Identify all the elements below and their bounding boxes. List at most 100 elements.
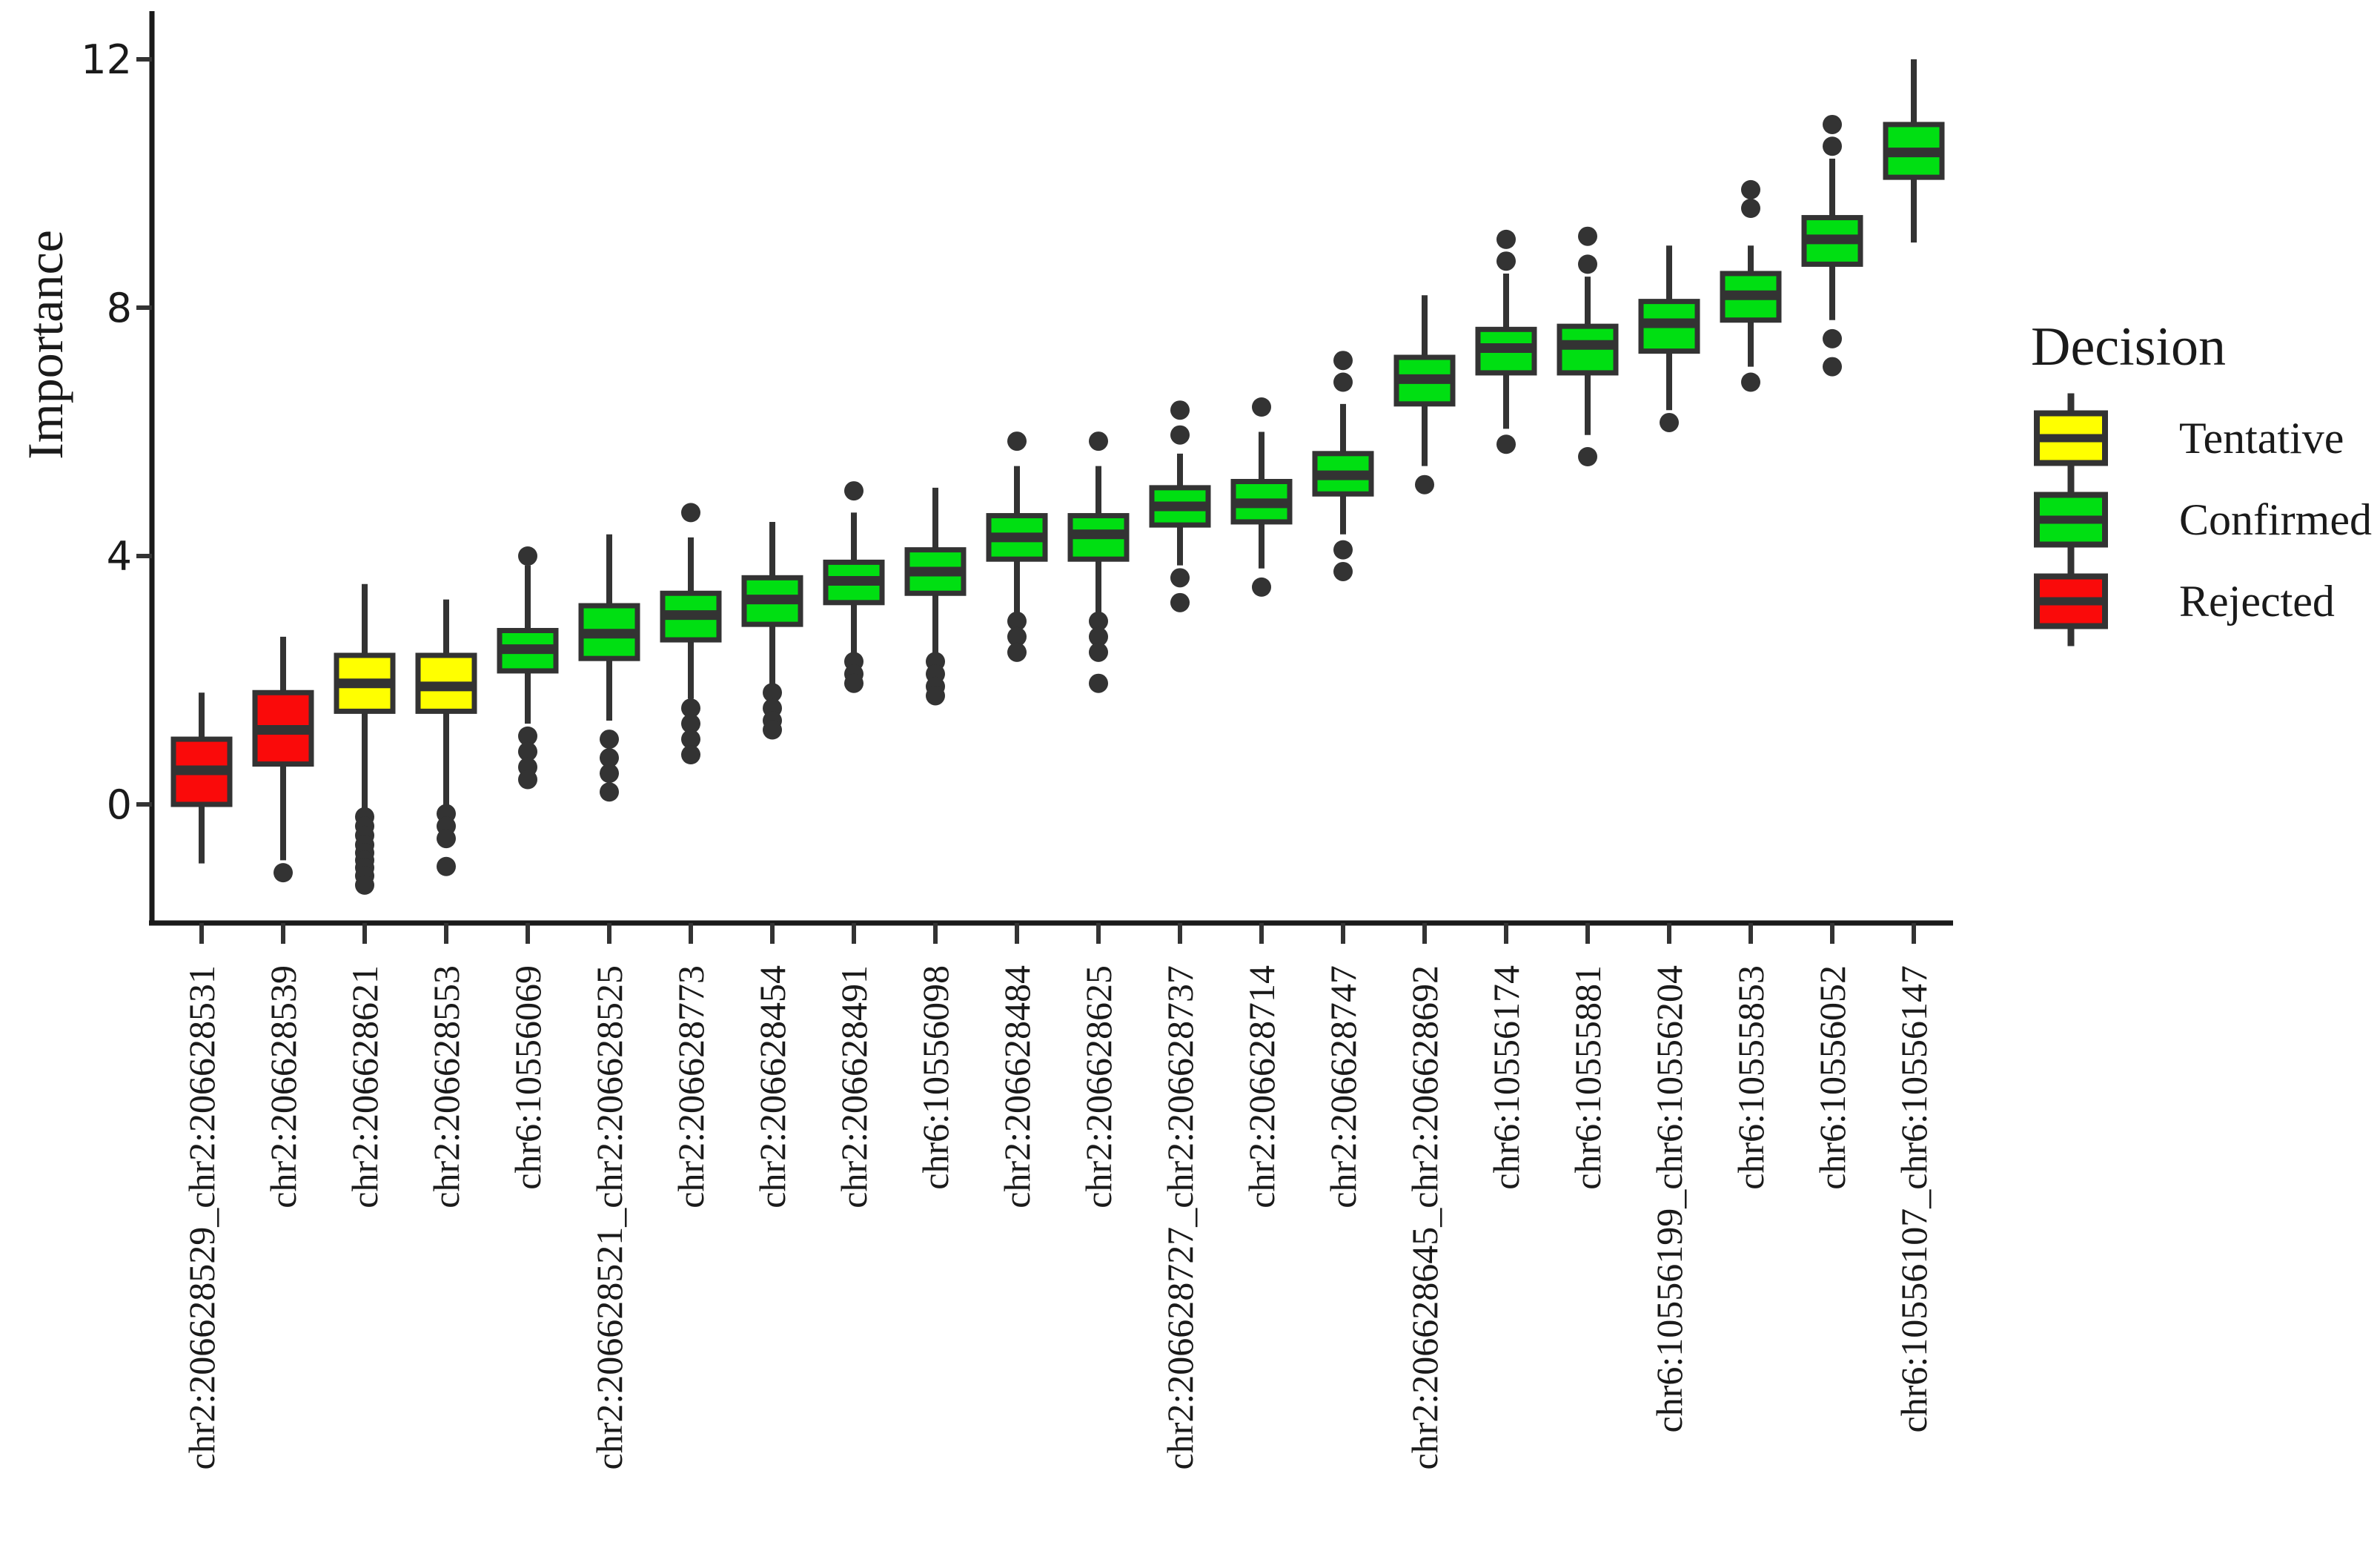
x-tick-label: chr2:206628521_chr2:206628525 <box>589 965 630 1469</box>
boxplot-4 <box>415 599 477 876</box>
outlier-dot <box>1089 611 1108 631</box>
legend-entry-label: Tentative <box>2179 414 2344 463</box>
x-tick-label: chr6:10555853 <box>1730 965 1771 1190</box>
outlier-dot <box>1089 642 1108 662</box>
outlier-dot <box>518 726 537 746</box>
outlier-dot <box>681 730 700 750</box>
outlier-dot <box>1823 328 1842 348</box>
boxplot-8 <box>741 521 803 740</box>
x-tick-label: chr2:206628539 <box>262 965 304 1208</box>
outlier-dot <box>1170 568 1190 588</box>
x-tick-label: chr2:206628529_chr2:206628531 <box>181 965 222 1469</box>
outlier-dot <box>1741 179 1760 199</box>
boxplot-12 <box>1067 431 1130 693</box>
outlier-dot <box>1170 400 1190 420</box>
outlier-dot <box>1660 412 1679 432</box>
boxplot-15 <box>1312 351 1374 581</box>
boxplot-5 <box>497 546 559 790</box>
outlier-dot <box>1007 431 1027 452</box>
outlier-dot <box>844 481 864 501</box>
legend-entry-label: Rejected <box>2179 577 2335 626</box>
outlier-dot <box>763 683 782 703</box>
y-tick-label: 0 <box>107 781 132 828</box>
boxplot-16 <box>1393 295 1456 494</box>
plot-area: 0 4 8 12 chr2:206628529_chr2:206628531 chr2:2… <box>81 11 1953 1469</box>
outlier-dot <box>1252 397 1271 417</box>
outlier-dot <box>274 863 293 883</box>
x-tick-label: chr2:206628621 <box>344 965 385 1208</box>
outlier-dot <box>681 714 700 734</box>
x-tick-label: chr2:206628491 <box>833 965 875 1208</box>
x-tick-label: chr6:10556174 <box>1485 965 1527 1190</box>
y-axis-title: Importance <box>17 230 73 460</box>
outlier-dot <box>518 741 537 761</box>
boxplot-22 <box>1883 59 1945 243</box>
outlier-dot <box>1578 447 1597 466</box>
boxplot-7 <box>660 503 722 764</box>
outlier-dot <box>437 856 456 876</box>
outlier-dot <box>1496 229 1516 249</box>
outlier-dot <box>844 673 864 693</box>
outlier-dot <box>1007 626 1027 646</box>
outlier-dot <box>1007 642 1027 662</box>
x-tick-label: chr2:206628484 <box>996 965 1038 1208</box>
outlier-dot <box>1578 254 1597 274</box>
boxplot-6 <box>578 534 640 802</box>
outlier-dot <box>437 829 456 849</box>
outlier-dot <box>1496 434 1516 454</box>
legend: Decision Tentative Confirmed Rejected <box>2031 317 2372 646</box>
outlier-dot <box>1333 351 1353 371</box>
legend-entry-label: Confirmed <box>2179 495 2372 544</box>
legend-entry-tentative: Tentative <box>2034 393 2344 483</box>
outlier-dot <box>1578 226 1597 246</box>
outlier-dot <box>1333 561 1353 581</box>
boxplot-18 <box>1557 226 1619 466</box>
outlier-dot <box>1333 540 1353 560</box>
outlier-dot <box>1415 474 1434 494</box>
outlier-dot <box>763 720 782 740</box>
boxplot-1 <box>170 692 233 864</box>
x-tick-label: chr2:206628454 <box>752 965 793 1208</box>
outlier-dot <box>1170 425 1190 445</box>
boxplot-19 <box>1638 245 1700 432</box>
y-tick-label: 12 <box>81 36 132 83</box>
x-tick-label: chr2:206628747 <box>1322 965 1364 1208</box>
legend-entry-rejected: Rejected <box>2034 556 2335 646</box>
outlier-dot <box>1823 114 1842 134</box>
outlier-dot <box>681 745 700 764</box>
outlier-dot <box>681 503 700 523</box>
outlier-dot <box>1333 372 1353 392</box>
outlier-dot <box>1170 592 1190 612</box>
legend-entry-confirmed: Confirmed <box>2034 474 2372 565</box>
outlier-dot <box>1741 372 1760 392</box>
x-tick-label: chr2:206628773 <box>670 965 712 1208</box>
outlier-dot <box>518 546 537 566</box>
outlier-dot <box>355 875 374 895</box>
outlier-dot <box>600 748 619 768</box>
x-tick-label: chr6:10556069 <box>507 965 548 1190</box>
x-tick-label: chr6:10556052 <box>1811 965 1853 1190</box>
boxplot-11 <box>986 431 1048 662</box>
outlier-dot <box>681 698 700 718</box>
y-tick-label: 8 <box>107 285 132 331</box>
x-tick-label: chr2:206628727_chr2:206628737 <box>1159 965 1201 1469</box>
outlier-dot <box>926 686 945 706</box>
outlier-dot <box>1823 357 1842 377</box>
y-tick-label: 4 <box>107 533 132 580</box>
outlier-dot <box>1823 136 1842 156</box>
boxplot-13 <box>1149 400 1211 612</box>
outlier-dot <box>1089 431 1108 452</box>
boxplot-17 <box>1475 229 1537 454</box>
outlier-dot <box>1741 199 1760 218</box>
boxplot-3 <box>334 583 396 895</box>
outlier-dot <box>1007 611 1027 631</box>
x-tick-label: chr6:10555881 <box>1567 965 1608 1190</box>
legend-entries: Tentative Confirmed Rejected <box>2034 393 2372 646</box>
outlier-dot <box>600 782 619 802</box>
x-tick-label: chr2:206628553 <box>425 965 467 1208</box>
boxplot-14 <box>1230 397 1293 597</box>
outlier-dot <box>1496 251 1516 271</box>
outlier-dot <box>600 730 619 750</box>
